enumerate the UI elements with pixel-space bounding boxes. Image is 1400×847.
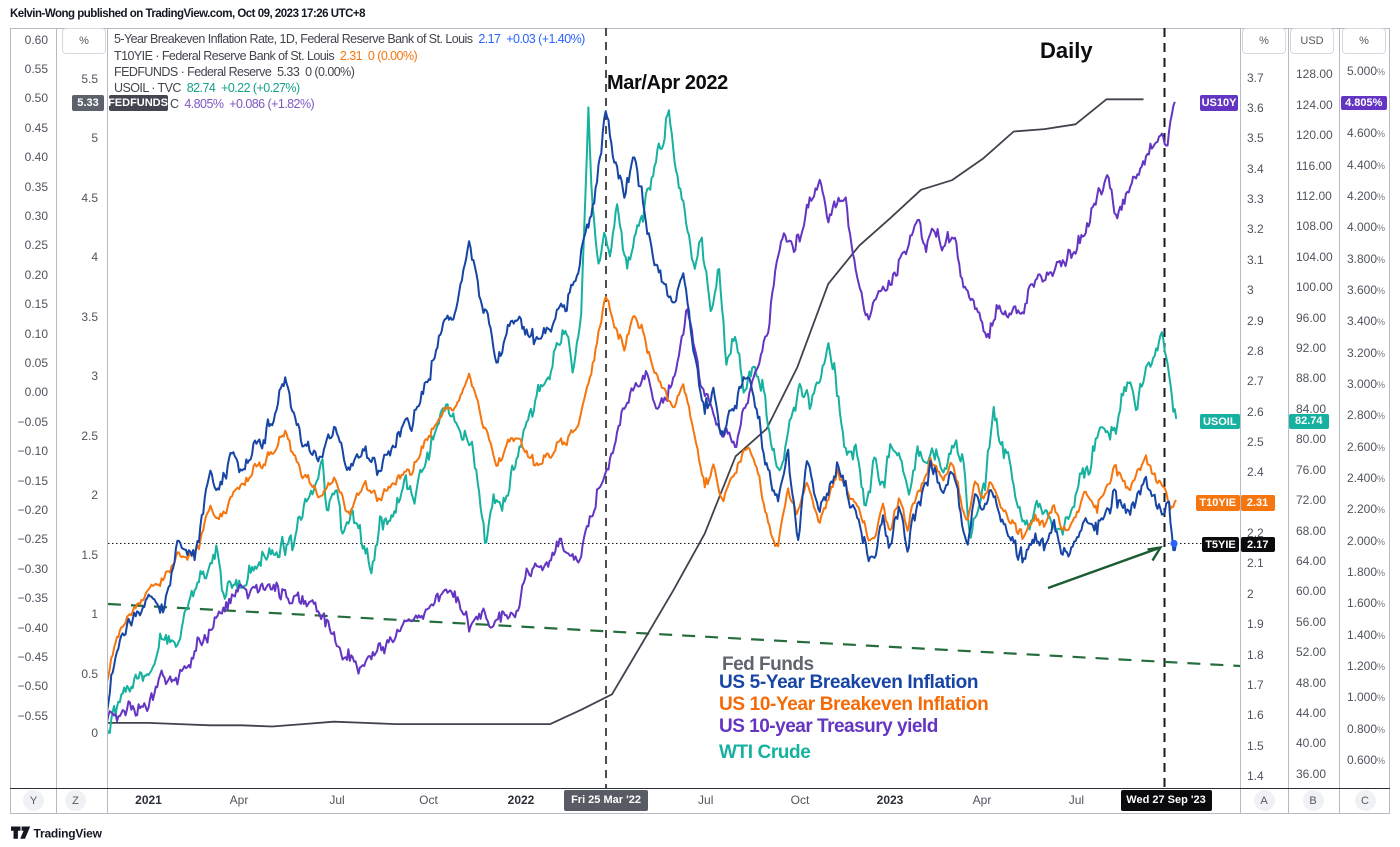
svg-text:TradingView: TradingView [34,827,103,841]
